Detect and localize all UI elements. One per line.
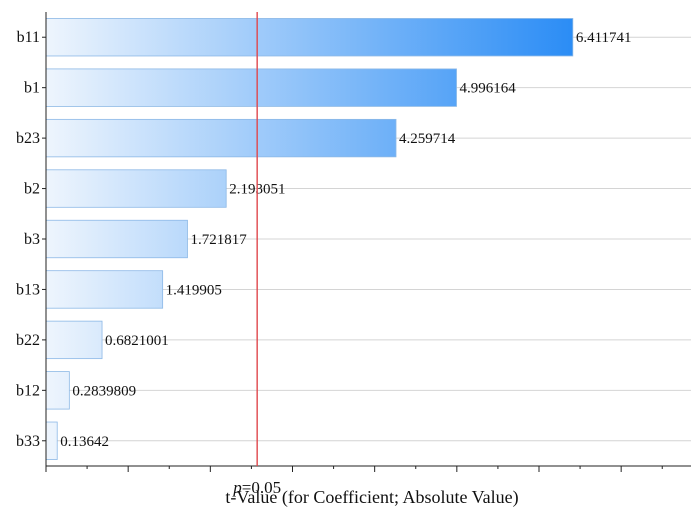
- reference-line-group: p=0.05: [232, 12, 281, 497]
- y-tick-label-b3: b3: [24, 231, 40, 248]
- p-value-label-symbol: p: [232, 478, 242, 497]
- bar-b33: [45, 421, 58, 460]
- value-label-b3: 1.721817: [190, 232, 247, 248]
- y-tick-label-b22: b22: [16, 332, 40, 349]
- y-tick-label-b1: b1: [24, 80, 40, 97]
- bar-b23: [45, 118, 397, 158]
- bar-b1: [45, 68, 457, 107]
- y-tick-label-b2: b2: [24, 181, 40, 198]
- bar-b12: [45, 371, 70, 410]
- value-label-b33: 0.13642: [60, 434, 109, 450]
- bar-b2: [45, 169, 227, 208]
- axes: b11 b1 b23 b2 b3 b13 b22 b12 b33: [16, 12, 691, 472]
- y-tick-label-b23: b23: [16, 130, 40, 147]
- y-tick-label-b33: b33: [16, 433, 40, 450]
- value-label-b12: 0.2839809: [72, 383, 136, 399]
- x-axis-title: t-Value (for Coefficient; Absolute Value…: [225, 487, 518, 508]
- value-labels: 6.4117414.9961644.2597142.1930511.721817…: [60, 30, 631, 450]
- y-tick-label-b13: b13: [16, 281, 40, 298]
- bars: [45, 18, 574, 460]
- bar-b3: [45, 219, 188, 259]
- bar-b22: [45, 320, 103, 360]
- p-value-label-value: =0.05: [242, 478, 281, 497]
- value-label-b11: 6.411741: [576, 30, 632, 46]
- value-label-b23: 4.259714: [399, 131, 456, 147]
- p-value-label: p=0.05: [232, 478, 281, 497]
- y-tick-label-b12: b12: [16, 382, 40, 399]
- value-label-b13: 1.419905: [166, 282, 222, 298]
- bar-b13: [45, 270, 164, 309]
- value-label-b22: 0.6821001: [105, 333, 169, 349]
- bar-b11: [45, 18, 574, 57]
- value-label-b1: 4.996164: [460, 81, 517, 97]
- y-tick-label-b11: b11: [17, 29, 40, 46]
